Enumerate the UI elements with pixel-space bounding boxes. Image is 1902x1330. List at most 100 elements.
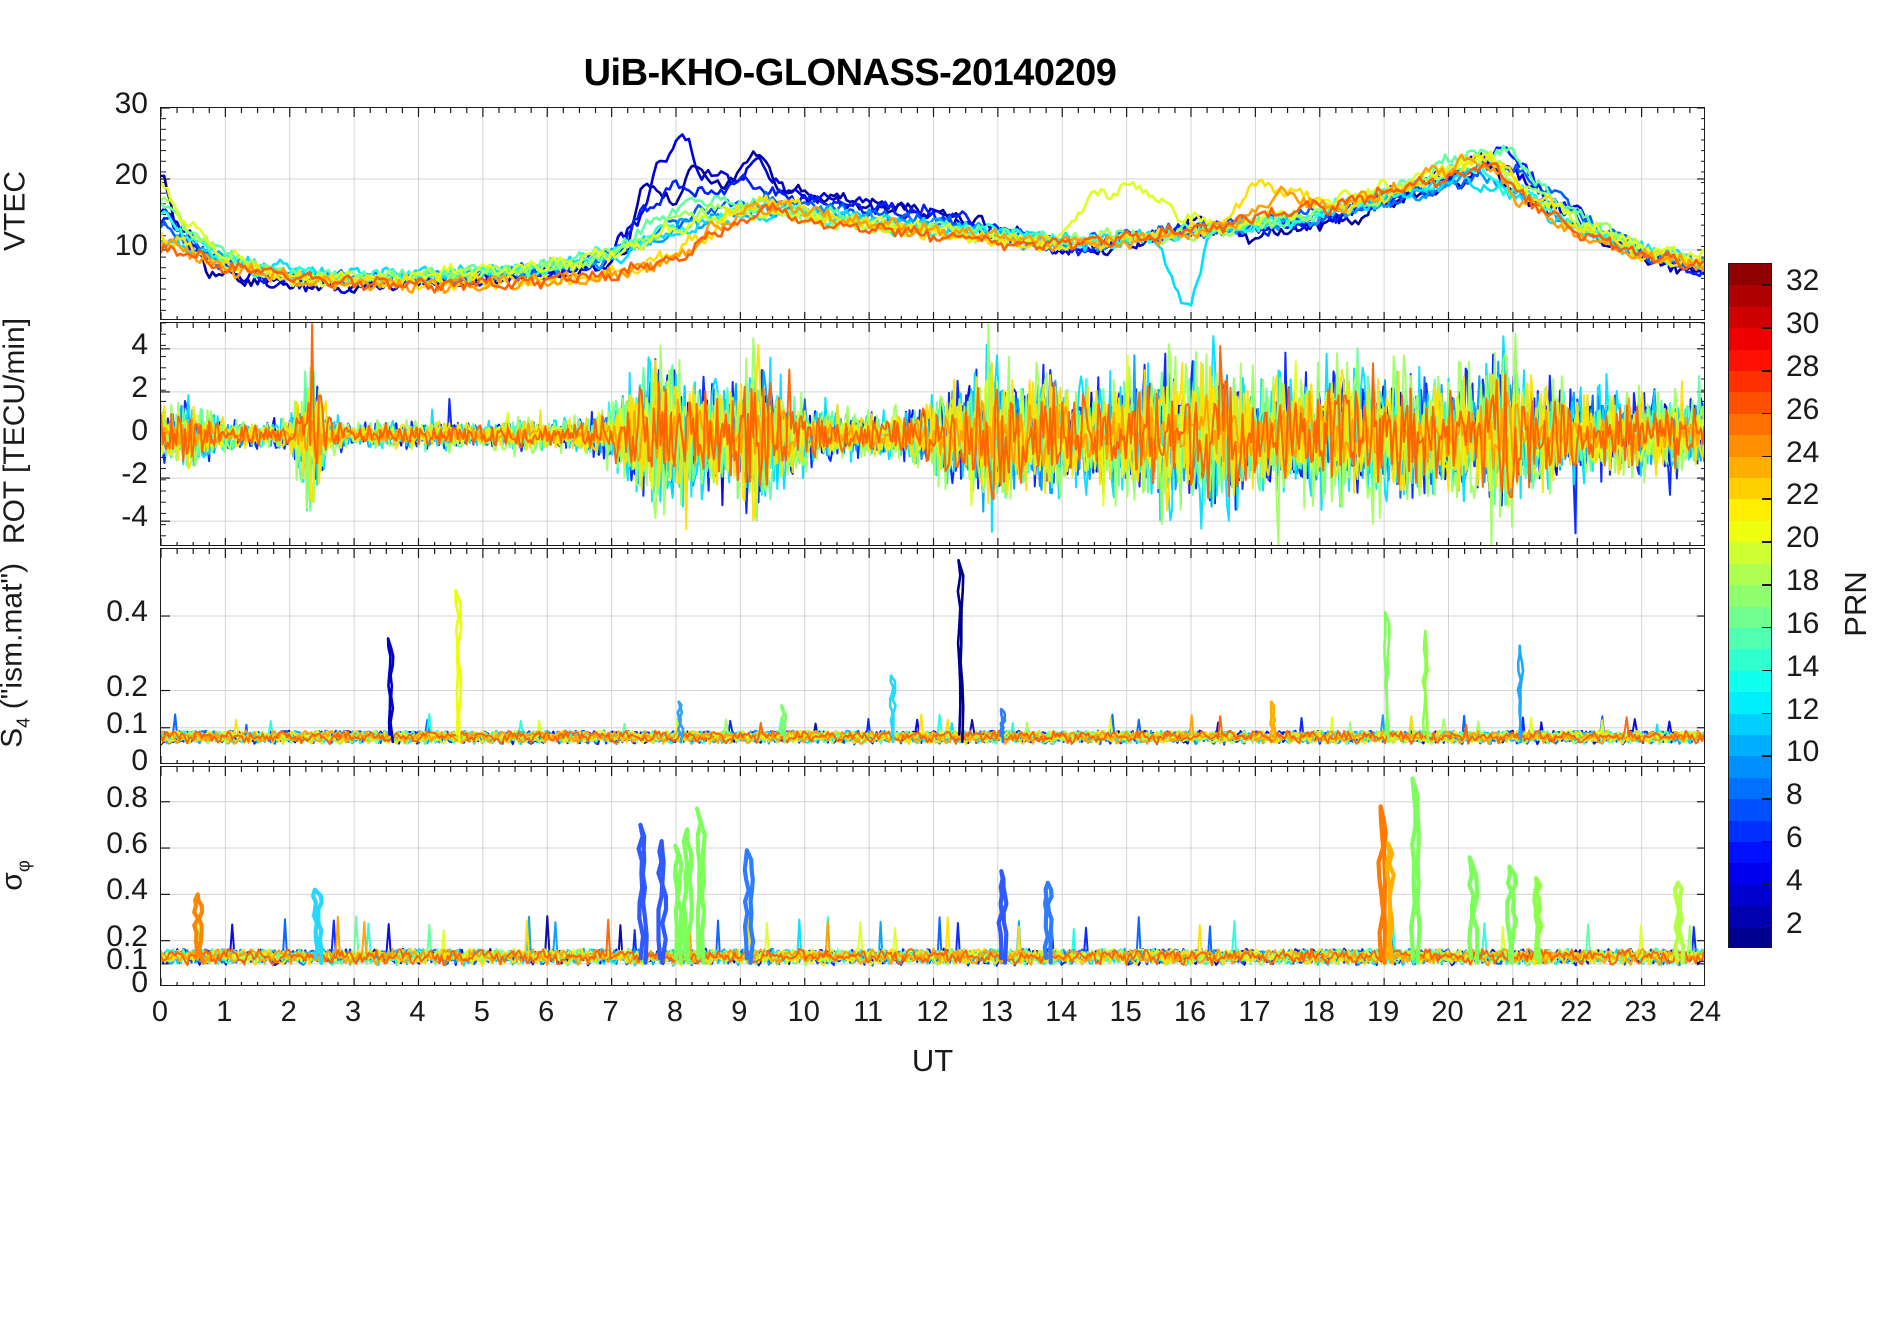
ytick-s4-0.2: 0.2 (106, 669, 148, 703)
ytick-rot--2: -2 (121, 457, 148, 491)
colorbar-tick-28: 28 (1786, 350, 1820, 384)
colorbar-tick-12: 12 (1786, 692, 1820, 726)
s4-baseline-prn-26 (161, 715, 1704, 746)
xtick-11: 11 (853, 996, 884, 1028)
colorbar-tick-4: 4 (1786, 863, 1803, 897)
panel-s4 (160, 548, 1705, 764)
colorbar-tickmark (1762, 669, 1771, 672)
colorbar-segment (1729, 371, 1771, 393)
xtick-5: 5 (473, 996, 490, 1028)
colorbar-segment (1729, 585, 1771, 607)
ylabel-sigma_phi: σφ (0, 860, 34, 891)
sigma_phi-spike-7 (742, 848, 756, 965)
xtick-23: 23 (1624, 996, 1657, 1028)
xtick-14: 14 (1045, 996, 1078, 1028)
sigma_phi-baseline-prn-26 (161, 918, 1704, 967)
colorbar-segment (1729, 499, 1771, 521)
panel-rot (160, 322, 1705, 546)
ytick-s4-0.1: 0.1 (106, 706, 148, 740)
xtick-6: 6 (538, 996, 555, 1028)
xtick-22: 22 (1560, 996, 1593, 1028)
colorbar-tick-6: 6 (1786, 820, 1803, 854)
colorbar-tick-14: 14 (1786, 649, 1820, 683)
series-group (161, 133, 1704, 307)
colorbar-segment (1729, 884, 1771, 907)
rot-trace-prn-26 (161, 323, 1704, 501)
colorbar-segment (1729, 734, 1771, 757)
vtec-trace-prn-26 (161, 161, 1704, 294)
prn-colorbar (1728, 263, 1772, 948)
xtick-15: 15 (1109, 996, 1142, 1028)
xtick-17: 17 (1238, 996, 1271, 1028)
colorbar-tick-30: 30 (1786, 307, 1820, 341)
s4-spike-9 (779, 704, 788, 744)
colorbar-tickmark (1762, 840, 1771, 843)
colorbar-segment (1729, 863, 1771, 885)
colorbar-tickmark (1762, 370, 1771, 372)
ytick-sigma_phi-0.4: 0.4 (106, 873, 148, 907)
colorbar-segment (1729, 520, 1771, 543)
xtick-18: 18 (1302, 996, 1335, 1028)
colorbar-tickmark (1762, 584, 1771, 586)
panel-vtec (160, 107, 1705, 320)
ytick-sigma_phi-0.8: 0.8 (106, 780, 148, 814)
colorbar-tick-22: 22 (1786, 478, 1820, 512)
s4-spike-0 (386, 637, 395, 744)
colorbar-tick-24: 24 (1786, 435, 1820, 469)
sigma_phi-spike-12 (1409, 776, 1422, 965)
colorbar-segment (1729, 285, 1771, 307)
ytick-rot-2: 2 (131, 370, 148, 404)
colorbar-tick-18: 18 (1786, 564, 1820, 598)
colorbar-segment (1729, 927, 1771, 947)
panel-sigma_phi (160, 766, 1705, 986)
colorbar-tickmark (1762, 926, 1771, 929)
sigma_phi-spike-8 (996, 869, 1009, 965)
ytick-vtec-30: 30 (114, 87, 148, 120)
sigma_phi-spike-6 (695, 806, 707, 965)
sigma_phi-spike-4 (673, 843, 684, 965)
ytick-rot-0: 0 (131, 414, 148, 447)
series-group (161, 558, 1704, 746)
sigma_phi-spike-16 (1672, 880, 1686, 965)
xtick-4: 4 (409, 996, 426, 1028)
sigma_phi-spike-3 (656, 839, 669, 965)
colorbar-tickmark (1762, 455, 1771, 458)
sigma_phi-spike-1 (311, 887, 324, 965)
xtick-7: 7 (602, 996, 619, 1028)
xtick-10: 10 (787, 996, 820, 1028)
ytick-sigma_phi-0.1: 0.1 (106, 942, 148, 976)
ytick-rot--4: -4 (121, 500, 148, 534)
colorbar-tick-16: 16 (1786, 606, 1820, 640)
colorbar-tick-26: 26 (1786, 392, 1820, 426)
sigma_phi-spike-14 (1505, 864, 1519, 965)
colorbar-segment (1729, 692, 1771, 714)
colorbar-tickmark (1762, 798, 1771, 800)
sigma_phi-spike-2 (636, 822, 649, 965)
s4-spike-2 (956, 558, 965, 744)
colorbar-tick-8: 8 (1786, 778, 1803, 812)
s4-spike-8 (1268, 700, 1277, 744)
colorbar-tickmark (1762, 498, 1771, 500)
ytick-rot-4: 4 (131, 327, 148, 361)
s4-spike-10 (999, 707, 1007, 744)
colorbar-label: PRN (1838, 570, 1873, 637)
s4-spike-1 (454, 588, 463, 744)
colorbar-segment (1729, 563, 1771, 586)
xtick-20: 20 (1431, 996, 1464, 1028)
s4-spike-7 (676, 700, 685, 744)
s4-spike-6 (888, 674, 897, 744)
s4-spike-3 (1383, 611, 1391, 744)
xtick-12: 12 (916, 996, 949, 1028)
colorbar-segment (1729, 820, 1771, 842)
xtick-16: 16 (1173, 996, 1207, 1028)
sigma_phi-spike-5 (681, 827, 694, 965)
colorbar-segment (1729, 264, 1771, 286)
series-group (161, 776, 1704, 967)
colorbar-segment (1729, 777, 1771, 800)
colorbar-tick-10: 10 (1786, 735, 1820, 769)
ytick-sigma_phi-0.6: 0.6 (106, 827, 148, 861)
ytick-s4-0.4: 0.4 (106, 595, 148, 629)
xtick-13: 13 (980, 996, 1013, 1028)
colorbar-tick-32: 32 (1786, 264, 1820, 298)
